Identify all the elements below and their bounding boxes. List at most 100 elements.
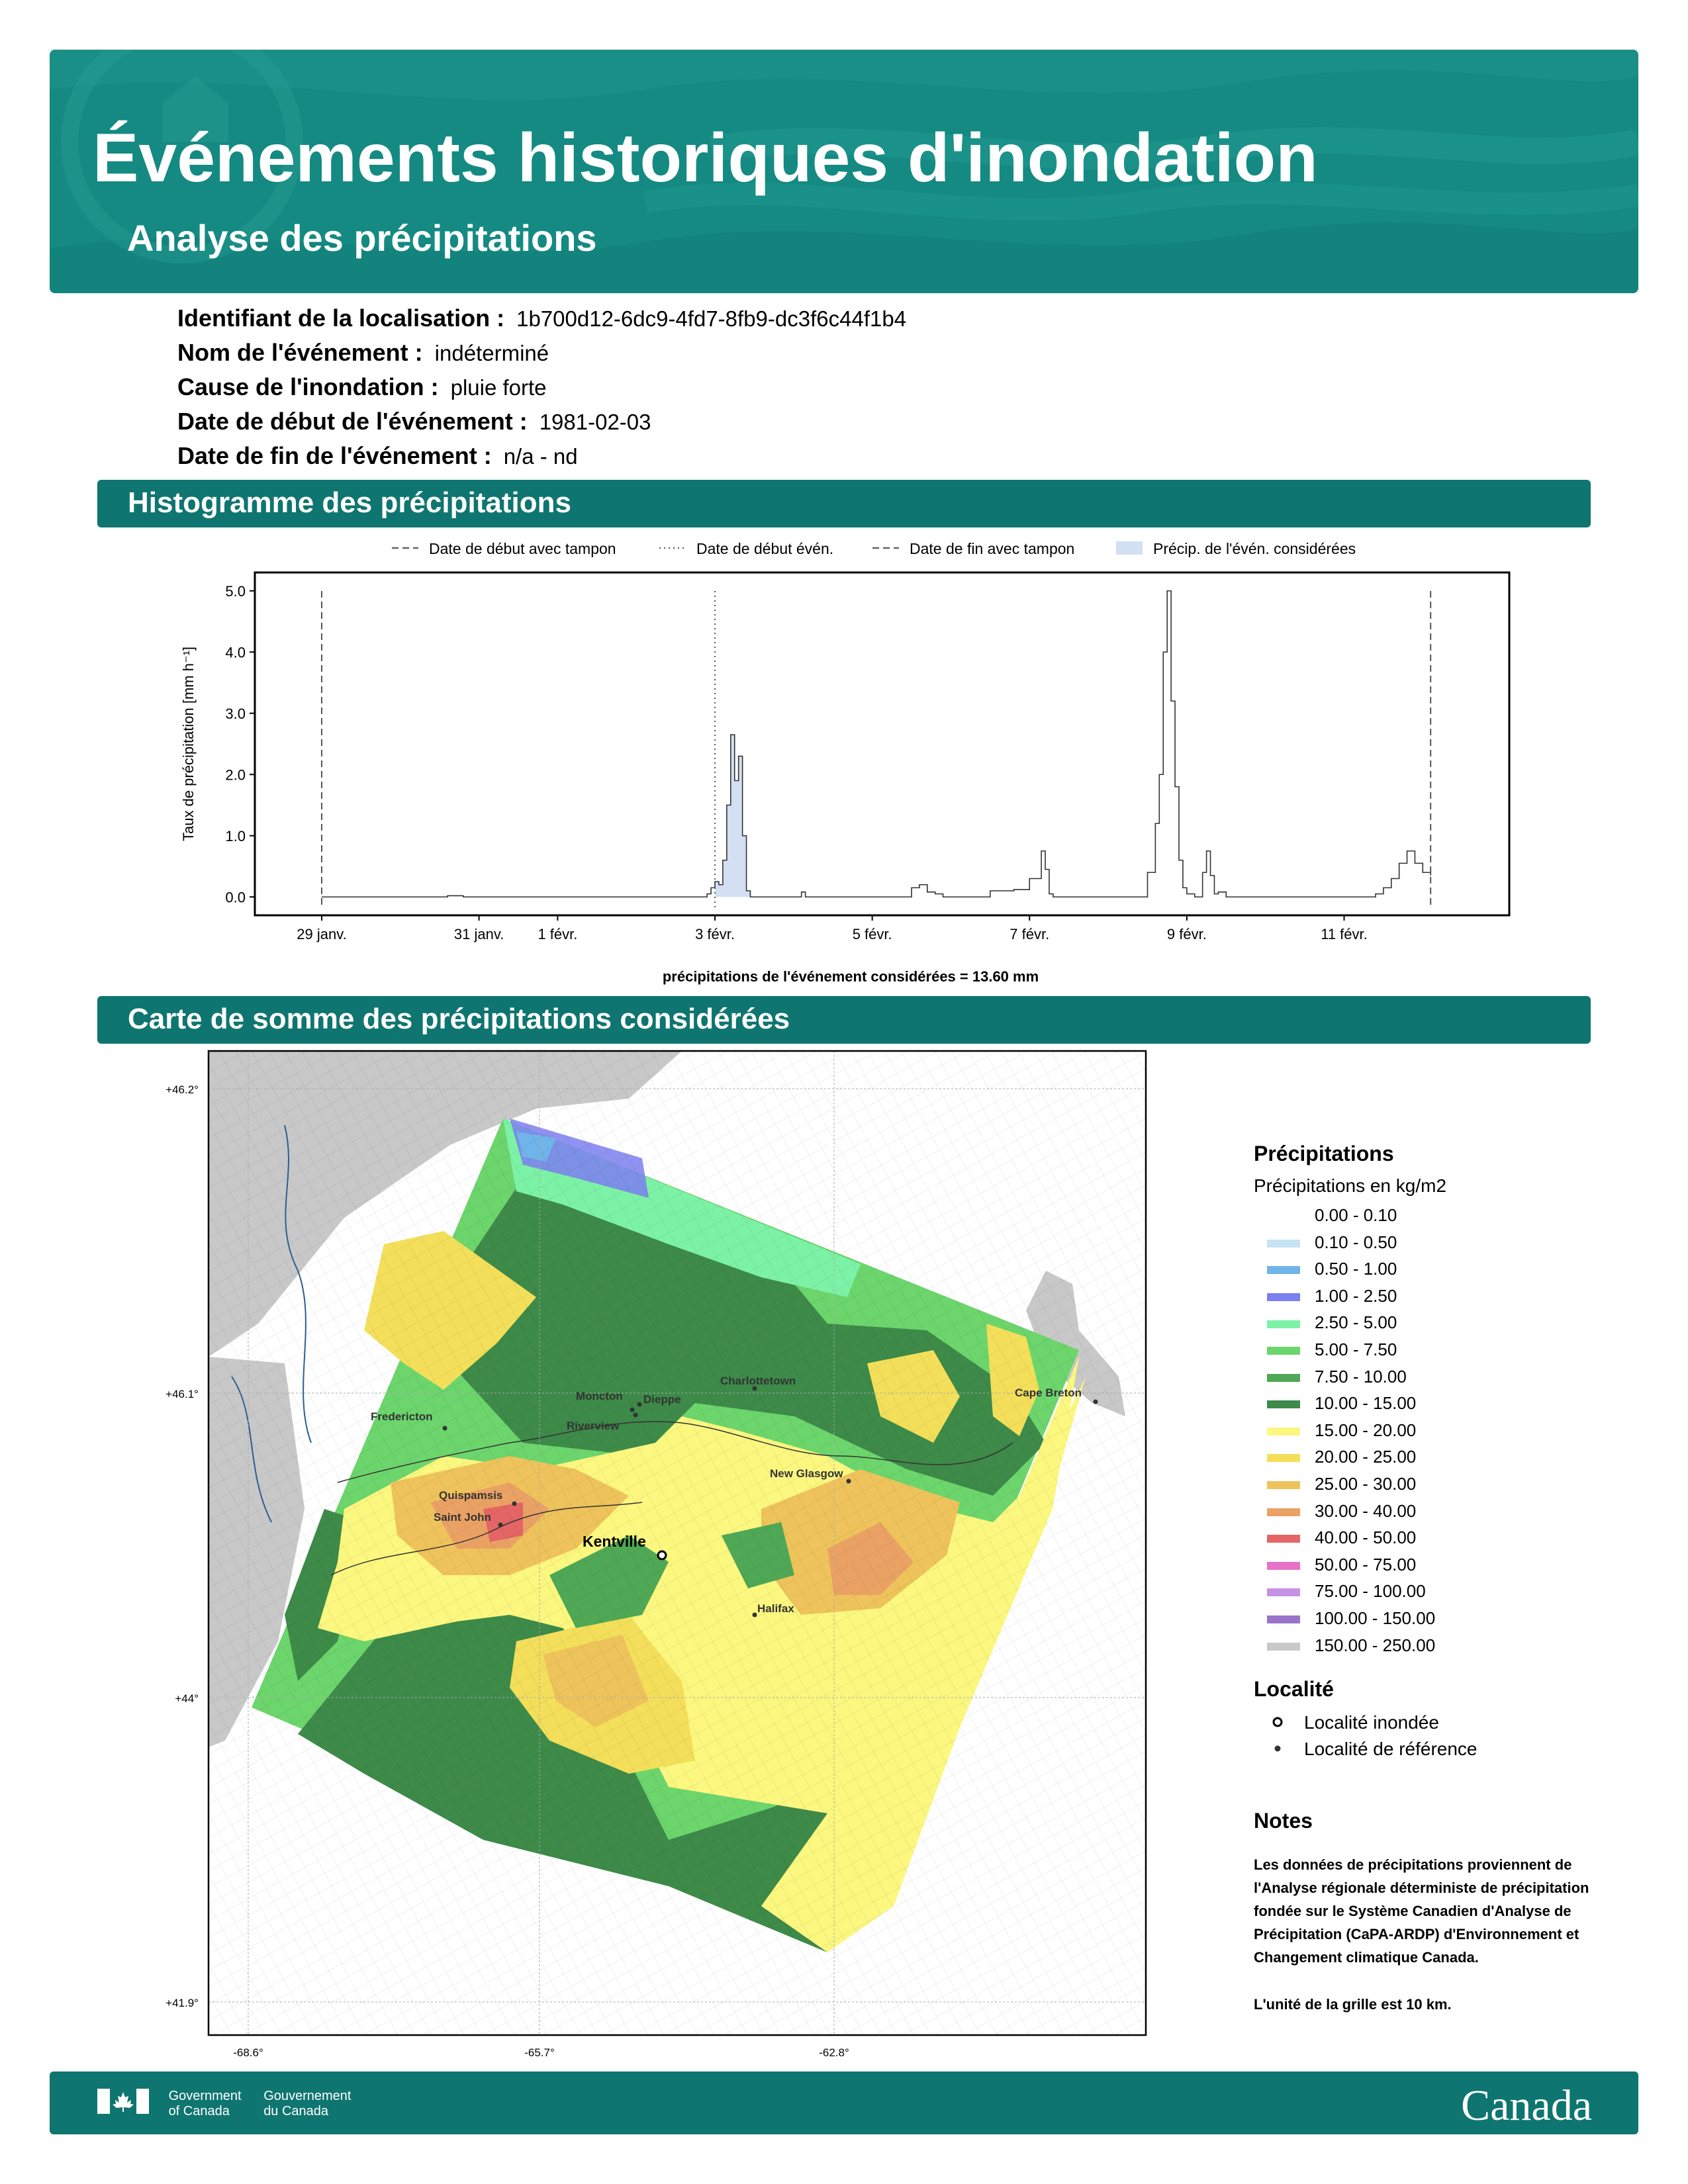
reference-marker-icon: [1258, 1736, 1297, 1762]
lat-label: +41.9°: [165, 1997, 199, 2009]
locality-flooded-label: Localité inondée: [1304, 1712, 1439, 1733]
flooded-marker: [657, 1550, 667, 1561]
legend-class-item: 100.00 - 150.00: [1254, 1605, 1624, 1632]
legend-class-label: 40.00 - 50.00: [1315, 1527, 1417, 1548]
legend-swatch: [1267, 1588, 1300, 1597]
coastline: [337, 1421, 1013, 1483]
place-label: Riverview: [567, 1420, 620, 1432]
info-value: indéterminé: [434, 341, 549, 365]
notes-text: Les données de précipitations proviennen…: [1254, 1856, 1589, 1966]
x-tick-label: 9 févr.: [1167, 926, 1207, 942]
info-row-location-id: Identifiant de la localisation : 1b700d1…: [177, 301, 1369, 336]
legend-swatch: [1267, 1266, 1300, 1275]
legend-swatch: [1267, 1508, 1300, 1516]
legend-class-item: 1.00 - 2.50: [1254, 1283, 1624, 1310]
place-label: Dieppe: [643, 1393, 681, 1406]
legend-swatch: [1267, 1642, 1300, 1651]
event-info: Identifiant de la localisation : 1b700d1…: [177, 301, 1369, 473]
government-signature: Government of Canada Gouvernement du Canad…: [97, 2089, 369, 2119]
x-tick-label: 1 févr.: [538, 926, 577, 942]
legend-class-item: 40.00 - 50.00: [1254, 1524, 1624, 1551]
legend-class-label: 50.00 - 75.00: [1315, 1554, 1417, 1574]
legend-swatch: [1267, 1320, 1300, 1328]
map-legend: Précipitations Précipitations en kg/m2 0…: [1254, 1142, 1624, 2016]
legend-label: Date de début évén.: [696, 540, 833, 557]
gov-fr-line1: Gouvernement: [263, 2089, 352, 2103]
reference-marker: [846, 1479, 851, 1484]
legend-swatch: [1267, 1481, 1300, 1490]
coastline: [330, 1502, 643, 1576]
info-label: Date de fin de l'événement :: [177, 442, 492, 469]
legend-swatch: [1267, 1400, 1300, 1409]
legend-class-label: 25.00 - 30.00: [1315, 1473, 1417, 1494]
legend-swatch: [1267, 1535, 1300, 1543]
place-label: Quispamsis: [439, 1489, 502, 1502]
legend-swatch: [1267, 1347, 1300, 1355]
reference-marker: [1093, 1399, 1098, 1404]
notes-grid-unit: L'unité de la grille est 10 km.: [1254, 1996, 1452, 2013]
y-tick-label: 4.0: [225, 644, 246, 660]
legend-swatch: [1267, 1615, 1300, 1624]
footer: Government of Canada Gouvernement du Canad…: [50, 2071, 1638, 2134]
info-label: Identifiant de la localisation :: [177, 304, 505, 332]
legend-class-label: 0.50 - 1.00: [1315, 1259, 1397, 1279]
legend-classes: 0.00 - 0.10 0.10 - 0.50 0.50 - 1.00 1.00 - …: [1254, 1202, 1624, 1659]
gov-fr-line2: du Canada: [263, 2104, 329, 2118]
canada-flag-icon: [97, 2089, 149, 2118]
plot-area: 0.0 1.0 2.0 3.0 4.0 5.0 29 janv. 31 janv. 1 févr…: [225, 583, 1432, 942]
legend-swatch: [1267, 1561, 1300, 1570]
legend-label: Précip. de l'évén. considérées: [1153, 540, 1356, 557]
info-row-end-date: Date de fin de l'événement : n/a - nd: [177, 439, 1369, 473]
precipitation-histogram: Date de début avec tampon Date de début …: [180, 540, 1511, 985]
reference-marker: [752, 1612, 757, 1617]
lon-label: -68.6°: [233, 2046, 263, 2059]
reference-marker: [442, 1426, 447, 1431]
legend-class-label: 0.00 - 0.10: [1315, 1205, 1397, 1225]
legend-swatch: [1267, 1427, 1300, 1435]
info-row-start-date: Date de début de l'événement : 1981-02-0…: [177, 404, 1369, 439]
precipitation-map: +46.2° +46.1° +44° +41.9° -68.6° -65.7° …: [165, 1050, 1147, 2059]
legend-label: Date de début avec tampon: [429, 540, 616, 557]
legend-class-item: 0.00 - 0.10: [1254, 1202, 1624, 1229]
event-precip-area: [715, 735, 802, 897]
legend-label: Date de fin avec tampon: [910, 540, 1074, 557]
page-subtitle: Analyse des précipitations: [127, 217, 597, 259]
legend-class-label: 10.00 - 15.00: [1315, 1393, 1417, 1414]
legend-class-item: 10.00 - 15.00: [1254, 1390, 1624, 1417]
legend-class-label: 5.00 - 7.50: [1315, 1339, 1397, 1359]
flooded-marker-icon: [1258, 1709, 1297, 1736]
legend-swatch-event-precip: [1116, 541, 1143, 555]
x-tick-label: 31 janv.: [454, 926, 504, 942]
legend-class-item: 2.50 - 5.00: [1254, 1309, 1624, 1336]
legend-swatch: [1267, 1293, 1300, 1301]
legend-class-label: 20.00 - 25.00: [1315, 1447, 1417, 1467]
reference-marker: [633, 1412, 638, 1418]
lon-label: -65.7°: [524, 2046, 555, 2059]
place-label: Moncton: [576, 1390, 623, 1402]
legend-class-item: 30.00 - 40.00: [1254, 1498, 1624, 1525]
river: [284, 1124, 312, 1443]
page-title: Événements historiques d'inondation: [93, 120, 1318, 197]
y-tick-label: 2.0: [225, 766, 246, 783]
info-value: 1981-02-03: [539, 410, 651, 434]
lat-label: +46.2°: [165, 1083, 199, 1096]
map-frame: [207, 1050, 1147, 2036]
legend-class-item: 50.00 - 75.00: [1254, 1551, 1624, 1578]
legend-class-item: 15.00 - 20.00: [1254, 1417, 1624, 1444]
locality-flooded-item: Localité inondée: [1254, 1709, 1624, 1736]
legend-swatch: [1267, 1239, 1300, 1248]
x-tick-label: 11 févr.: [1321, 926, 1368, 942]
x-axis-label: précipitations de l'événement considérée…: [663, 968, 1039, 985]
locality-reference-label: Localité de référence: [1304, 1739, 1477, 1760]
canada-wordmark: Canada: [1461, 2081, 1592, 2130]
info-row-event-name: Nom de l'événement : indéterminé: [177, 336, 1369, 370]
legend-class-item: 0.50 - 1.00: [1254, 1255, 1624, 1283]
legend-class-label: 7.50 - 10.00: [1315, 1366, 1407, 1387]
header-banner: Événements historiques d'inondation Anal…: [50, 50, 1638, 293]
plot-frame: [254, 571, 1511, 917]
legend-class-label: 150.00 - 250.00: [1315, 1635, 1436, 1655]
legend-class-item: 75.00 - 100.00: [1254, 1578, 1624, 1605]
y-tick-label: 5.0: [225, 583, 246, 600]
legend-title: Précipitations: [1254, 1142, 1394, 1165]
section-map-title: Carte de somme des précipitations consid…: [97, 996, 1591, 1044]
